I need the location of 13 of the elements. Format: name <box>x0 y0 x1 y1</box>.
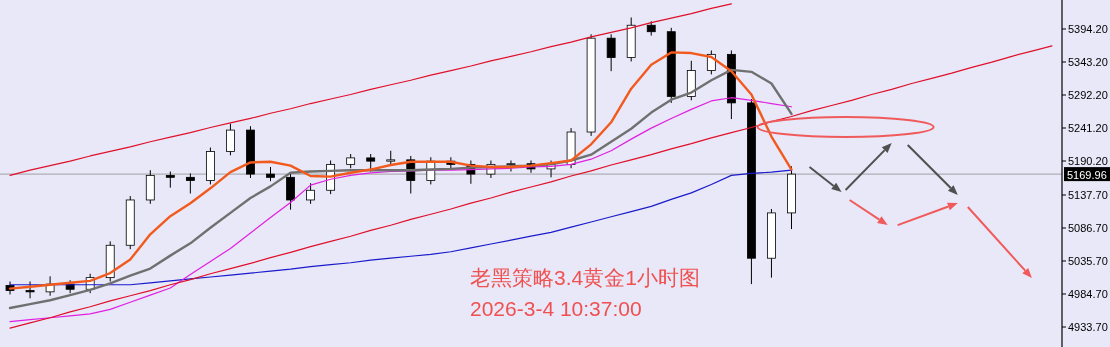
text: 老黑策略3.4黄金1小时图 <box>470 266 700 289</box>
y-tick-label: 5394.20 <box>1068 22 1108 35</box>
y-tick-label: 5292.20 <box>1068 89 1108 101</box>
y-tick-label: 4933.70 <box>1068 321 1108 333</box>
y-tick-label: 5241.20 <box>1068 122 1108 135</box>
y-tick-label: 4984.70 <box>1068 288 1108 300</box>
y-tick-label: 5086.70 <box>1068 221 1108 234</box>
ref-label: 5169.96 <box>1064 167 1110 182</box>
y-tick-label: 5190.20 <box>1068 155 1108 168</box>
y-tick-label: 5035.70 <box>1068 254 1108 267</box>
y-tick-label: 5137.70 <box>1068 188 1108 201</box>
y-tick-label: 5343.20 <box>1068 56 1108 68</box>
text: 2026-3-4 10:37:00 <box>470 297 642 320</box>
